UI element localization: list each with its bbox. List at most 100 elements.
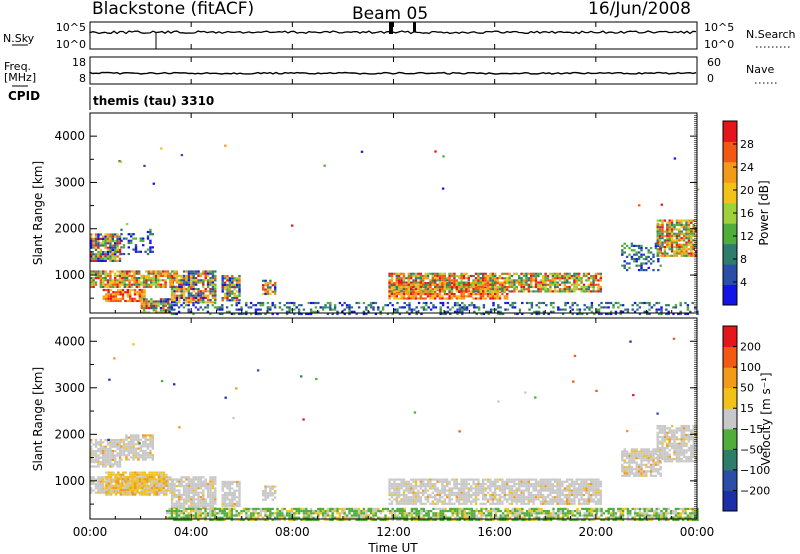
range-cell xyxy=(661,223,664,227)
range-cell xyxy=(165,516,169,519)
range-cell xyxy=(139,445,142,448)
range-cell xyxy=(146,454,150,457)
range-cell xyxy=(119,482,122,485)
range-cell xyxy=(118,465,122,468)
range-cell xyxy=(173,277,176,280)
range-cell xyxy=(405,297,408,300)
range-cell xyxy=(467,279,470,282)
range-cell xyxy=(90,255,93,258)
range-cell xyxy=(170,500,174,503)
range-cell xyxy=(131,480,134,483)
range-cell xyxy=(290,507,294,510)
range-cell xyxy=(290,510,294,513)
range-cell xyxy=(443,288,446,291)
range-cell xyxy=(99,253,102,256)
range-cell xyxy=(178,299,181,302)
range-cell xyxy=(302,510,306,513)
range-cell xyxy=(692,248,695,251)
range-cell xyxy=(178,285,181,288)
range-cell xyxy=(559,308,562,311)
range-cell xyxy=(158,478,161,481)
range-cell xyxy=(410,510,414,513)
range-cell xyxy=(309,310,313,313)
range-cell xyxy=(486,288,490,291)
range-cell xyxy=(285,514,289,517)
range-cell xyxy=(102,491,105,494)
range-cell xyxy=(178,485,181,488)
range-cell xyxy=(150,277,153,280)
range-cell xyxy=(571,308,574,311)
range-cell xyxy=(109,257,112,260)
range-cell xyxy=(206,502,210,505)
range-cell xyxy=(170,270,174,273)
range-cell xyxy=(114,454,117,457)
range-cell xyxy=(640,264,643,267)
range-cell xyxy=(169,277,172,280)
range-cell xyxy=(140,307,143,310)
range-cell xyxy=(202,294,205,297)
range-cell xyxy=(338,301,342,305)
range-cell xyxy=(465,288,468,291)
range-cell xyxy=(317,301,320,305)
range-cell xyxy=(97,259,100,262)
range-cell xyxy=(642,258,646,261)
range-cell xyxy=(568,277,571,280)
range-cell xyxy=(233,299,236,302)
range-cell xyxy=(247,306,250,309)
range-cell xyxy=(626,310,630,313)
range-cell xyxy=(668,245,671,249)
range-cell xyxy=(496,293,499,296)
range-cell xyxy=(94,452,98,455)
range-cell xyxy=(692,245,695,249)
range-cell xyxy=(104,233,107,236)
range-cell xyxy=(97,233,100,236)
beam-title: Beam 05 xyxy=(352,4,428,24)
range-cell xyxy=(677,512,680,515)
range-cell xyxy=(643,310,646,313)
range-cell xyxy=(684,507,687,510)
range-cell xyxy=(575,283,578,286)
range-cell xyxy=(360,518,363,521)
range-cell xyxy=(90,480,93,483)
range-cell xyxy=(218,306,222,309)
range-cell xyxy=(264,292,267,296)
range-cell xyxy=(114,244,117,247)
range-cell xyxy=(566,507,570,510)
range-cell xyxy=(542,312,546,316)
range-cell xyxy=(135,279,138,282)
range-cell xyxy=(302,308,306,311)
range-cell xyxy=(687,248,691,251)
range-cell xyxy=(482,293,485,296)
range-cell xyxy=(185,485,188,488)
range-cell xyxy=(484,283,487,286)
range-cell xyxy=(499,514,502,517)
range-cell xyxy=(214,498,217,501)
range-cell xyxy=(175,312,178,316)
range-cell xyxy=(147,270,150,273)
range-cell xyxy=(118,235,122,238)
range-cell xyxy=(150,283,153,286)
range-cell xyxy=(450,284,454,287)
range-cell xyxy=(374,301,378,305)
range-cell xyxy=(489,507,493,510)
range-cell xyxy=(506,301,510,305)
range-cell xyxy=(326,507,330,510)
range-cell xyxy=(285,512,289,515)
range-cell xyxy=(129,293,132,296)
range-cell xyxy=(283,516,286,519)
range-cell xyxy=(592,283,595,286)
range-cell xyxy=(230,518,234,521)
range-cell xyxy=(377,507,380,510)
range-cell xyxy=(317,507,320,510)
range-cell xyxy=(173,507,176,510)
range-cell xyxy=(137,434,140,437)
range-cell xyxy=(513,290,516,293)
range-cell xyxy=(211,285,215,288)
range-cell xyxy=(141,489,144,492)
range-cell xyxy=(162,491,165,494)
range-cell xyxy=(665,304,668,307)
range-cell xyxy=(211,514,214,517)
range-cell xyxy=(264,489,267,493)
range-cell xyxy=(551,274,554,278)
range-cell xyxy=(223,297,227,300)
